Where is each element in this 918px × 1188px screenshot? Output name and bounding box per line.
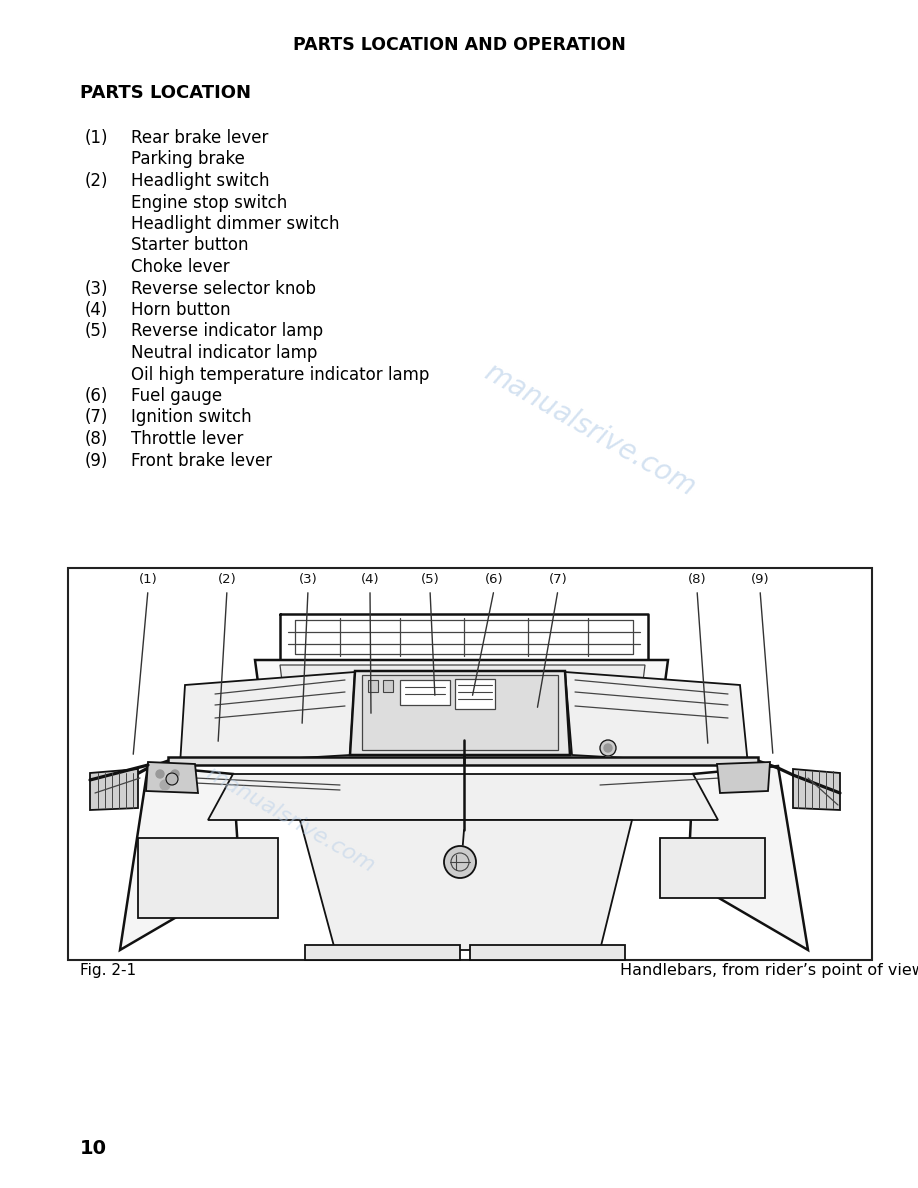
Circle shape xyxy=(160,781,170,790)
Polygon shape xyxy=(793,769,840,810)
Text: PARTS LOCATION AND OPERATION: PARTS LOCATION AND OPERATION xyxy=(293,36,625,53)
Text: Rear brake lever: Rear brake lever xyxy=(131,129,268,147)
Text: Ignition switch: Ignition switch xyxy=(131,409,252,426)
Text: Fig. 2-1: Fig. 2-1 xyxy=(80,962,136,978)
Polygon shape xyxy=(208,775,718,820)
Text: Headlight dimmer switch: Headlight dimmer switch xyxy=(131,215,340,233)
Polygon shape xyxy=(120,766,240,950)
Text: Horn button: Horn button xyxy=(131,301,230,320)
Text: (6): (6) xyxy=(485,574,503,587)
Text: (1): (1) xyxy=(139,574,157,587)
Bar xyxy=(138,838,278,918)
Text: (2): (2) xyxy=(84,172,108,190)
Text: Throttle lever: Throttle lever xyxy=(131,430,243,448)
Text: Engine stop switch: Engine stop switch xyxy=(131,194,287,211)
Text: (7): (7) xyxy=(84,409,108,426)
Text: (1): (1) xyxy=(84,129,108,147)
Text: (9): (9) xyxy=(751,574,769,587)
Text: Reverse selector knob: Reverse selector knob xyxy=(131,279,316,297)
Text: (9): (9) xyxy=(84,451,108,469)
Text: Front brake lever: Front brake lever xyxy=(131,451,272,469)
Text: Choke lever: Choke lever xyxy=(131,258,230,276)
Text: Starter button: Starter button xyxy=(131,236,249,254)
Polygon shape xyxy=(717,762,770,794)
Text: (8): (8) xyxy=(84,430,108,448)
Bar xyxy=(660,838,765,898)
Text: (4): (4) xyxy=(361,574,379,587)
Polygon shape xyxy=(280,665,645,729)
Text: Neutral indicator lamp: Neutral indicator lamp xyxy=(131,345,318,362)
Circle shape xyxy=(604,744,612,752)
Bar xyxy=(400,680,450,704)
Text: 10: 10 xyxy=(80,1138,107,1157)
Text: Headlight switch: Headlight switch xyxy=(131,172,270,190)
Text: Fuel gauge: Fuel gauge xyxy=(131,387,222,405)
Bar xyxy=(362,675,558,750)
Bar xyxy=(68,568,872,960)
Text: Reverse indicator lamp: Reverse indicator lamp xyxy=(131,322,323,341)
Text: (6): (6) xyxy=(84,387,108,405)
Polygon shape xyxy=(350,671,570,756)
Text: Oil high temperature indicator lamp: Oil high temperature indicator lamp xyxy=(131,366,430,384)
Circle shape xyxy=(600,740,616,756)
Text: manualsrive.com: manualsrive.com xyxy=(202,764,378,877)
Text: (7): (7) xyxy=(549,574,567,587)
Bar xyxy=(455,680,495,709)
Circle shape xyxy=(166,773,178,785)
Bar xyxy=(383,680,393,691)
Text: (3): (3) xyxy=(298,574,318,587)
Text: (8): (8) xyxy=(688,574,706,587)
Text: Handlebars, from rider’s point of view: Handlebars, from rider’s point of view xyxy=(620,962,918,978)
Polygon shape xyxy=(688,766,808,950)
Text: (4): (4) xyxy=(84,301,108,320)
Circle shape xyxy=(171,770,179,778)
Polygon shape xyxy=(255,661,668,735)
Text: (2): (2) xyxy=(218,574,236,587)
Circle shape xyxy=(156,770,164,778)
Text: PARTS LOCATION: PARTS LOCATION xyxy=(80,84,251,102)
Text: (5): (5) xyxy=(84,322,108,341)
Polygon shape xyxy=(565,672,748,765)
Polygon shape xyxy=(146,762,198,794)
Circle shape xyxy=(444,846,476,878)
Polygon shape xyxy=(300,820,632,950)
Polygon shape xyxy=(470,944,625,960)
Polygon shape xyxy=(90,769,138,810)
Text: (5): (5) xyxy=(420,574,440,587)
Polygon shape xyxy=(305,944,460,960)
Polygon shape xyxy=(168,757,758,765)
Text: (3): (3) xyxy=(84,279,108,297)
Text: Parking brake: Parking brake xyxy=(131,151,245,169)
Bar xyxy=(368,680,378,691)
Polygon shape xyxy=(180,672,355,765)
Text: manualsrive.com: manualsrive.com xyxy=(479,358,700,503)
